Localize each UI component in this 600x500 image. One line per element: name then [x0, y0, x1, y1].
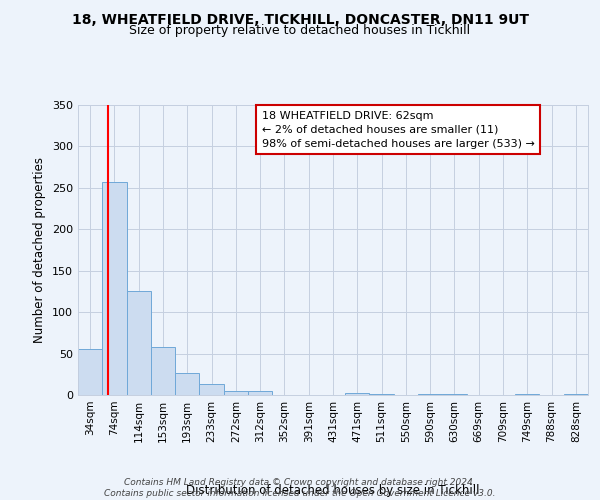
Text: Size of property relative to detached houses in Tickhill: Size of property relative to detached ho…	[130, 24, 470, 37]
Bar	[199, 384, 224, 395]
Text: 18, WHEATFIELD DRIVE, TICKHILL, DONCASTER, DN11 9UT: 18, WHEATFIELD DRIVE, TICKHILL, DONCASTE…	[71, 12, 529, 26]
Y-axis label: Number of detached properties: Number of detached properties	[34, 157, 46, 343]
Bar	[127, 290, 151, 395]
Bar	[151, 347, 175, 395]
Bar	[175, 372, 199, 395]
Text: Contains HM Land Registry data © Crown copyright and database right 2024.
Contai: Contains HM Land Registry data © Crown c…	[104, 478, 496, 498]
Bar	[345, 394, 370, 395]
Bar	[248, 391, 272, 395]
Bar	[224, 391, 248, 395]
Bar	[418, 394, 442, 395]
Text: 18 WHEATFIELD DRIVE: 62sqm
← 2% of detached houses are smaller (11)
98% of semi-: 18 WHEATFIELD DRIVE: 62sqm ← 2% of detac…	[262, 111, 535, 149]
Bar	[78, 348, 102, 395]
Bar	[442, 394, 467, 395]
Bar	[102, 182, 127, 395]
Bar	[515, 394, 539, 395]
Bar	[564, 394, 588, 395]
X-axis label: Distribution of detached houses by size in Tickhill: Distribution of detached houses by size …	[186, 484, 480, 496]
Bar	[370, 394, 394, 395]
